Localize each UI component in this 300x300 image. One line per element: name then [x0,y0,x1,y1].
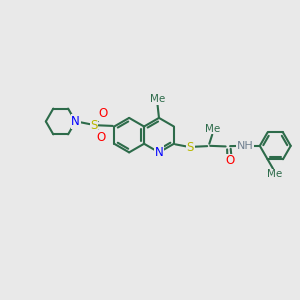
Text: Me: Me [267,169,283,179]
Text: N: N [154,146,164,159]
Text: O: O [97,131,106,144]
Text: N: N [71,115,80,128]
Text: O: O [99,107,108,120]
Text: S: S [187,141,194,154]
Text: O: O [225,154,234,167]
Text: Me: Me [150,94,165,104]
Text: N: N [71,115,80,128]
Text: S: S [90,118,98,131]
Text: Me: Me [205,124,220,134]
Text: NH: NH [237,141,253,151]
